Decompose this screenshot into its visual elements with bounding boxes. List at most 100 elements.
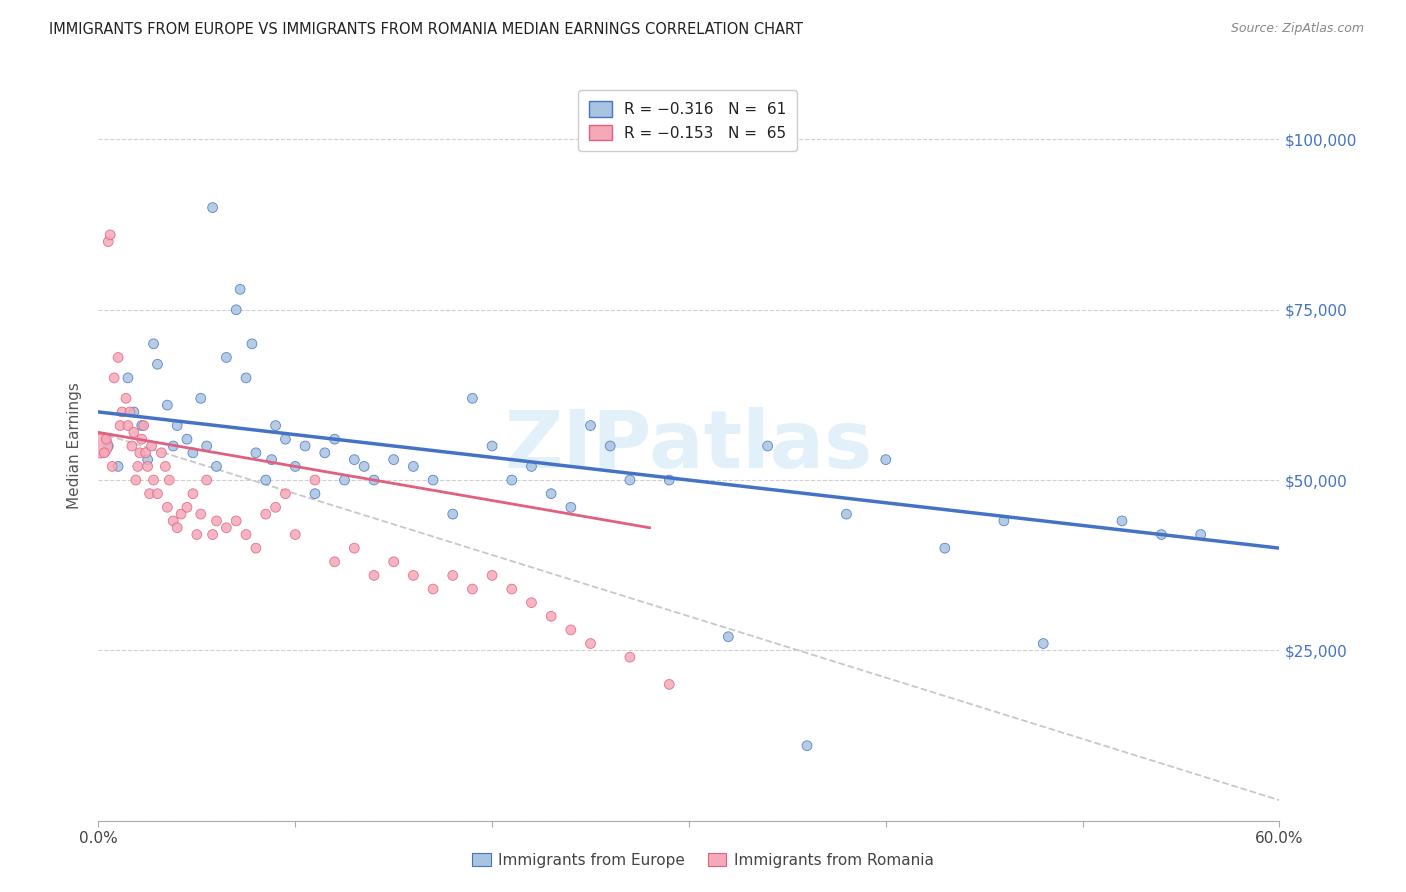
Point (150, 446, 173, 460)
Point (304, 473, 326, 487)
Point (142, 336, 165, 351)
Point (122, 405, 145, 419)
Point (264, 418, 287, 433)
Point (1189, 527, 1212, 541)
Point (402, 459, 425, 474)
Y-axis label: Median Earnings: Median Earnings (67, 383, 83, 509)
Point (235, 371, 257, 385)
Point (128, 446, 150, 460)
Point (89, 439, 111, 453)
Point (619, 650, 641, 665)
Point (176, 432, 198, 446)
Point (402, 568, 425, 582)
Point (343, 452, 366, 467)
Point (229, 282, 252, 296)
Point (195, 473, 218, 487)
Point (422, 582, 444, 596)
Point (201, 201, 224, 215)
Point (215, 351, 238, 365)
Point (274, 432, 297, 446)
Point (96, 432, 118, 446)
Point (245, 446, 267, 460)
Point (146, 486, 169, 500)
Point (111, 405, 134, 419)
Point (353, 459, 375, 474)
Point (520, 459, 543, 474)
Point (155, 459, 177, 474)
Point (201, 527, 224, 541)
Point (107, 459, 129, 474)
Point (284, 527, 307, 541)
Point (205, 514, 228, 528)
Point (501, 473, 523, 487)
Point (141, 439, 163, 453)
Point (934, 541, 956, 556)
Point (176, 500, 198, 515)
Point (136, 452, 159, 467)
Point (579, 418, 602, 433)
Text: ZIPatlas: ZIPatlas (505, 407, 873, 485)
Point (520, 596, 543, 610)
Text: Source: ZipAtlas.com: Source: ZipAtlas.com (1230, 22, 1364, 36)
Point (343, 541, 366, 556)
Point (118, 405, 141, 419)
Point (146, 357, 169, 371)
Point (333, 473, 356, 487)
Point (117, 371, 139, 385)
Point (323, 555, 346, 569)
Point (135, 446, 157, 460)
Point (157, 473, 180, 487)
Point (461, 392, 484, 406)
Point (560, 500, 582, 515)
Point (195, 439, 218, 453)
Point (103, 371, 125, 385)
Point (225, 514, 247, 528)
Point (363, 473, 385, 487)
Point (162, 439, 184, 453)
Point (205, 459, 228, 474)
Point (658, 473, 681, 487)
Point (181, 446, 204, 460)
Point (190, 392, 212, 406)
Point (481, 568, 503, 582)
Point (579, 636, 602, 650)
Point (1111, 514, 1133, 528)
Point (304, 486, 326, 500)
Point (254, 507, 277, 521)
Point (560, 623, 582, 637)
Point (156, 398, 179, 412)
Point (166, 418, 188, 433)
Point (254, 473, 277, 487)
Point (101, 459, 124, 474)
Point (127, 459, 149, 474)
Point (599, 439, 621, 453)
Point (98, 227, 121, 242)
Point (481, 439, 503, 453)
Point (382, 452, 405, 467)
Point (540, 609, 562, 624)
Point (108, 418, 131, 433)
Point (142, 473, 165, 487)
Point (382, 555, 405, 569)
Point (181, 486, 204, 500)
Point (619, 473, 641, 487)
Point (166, 521, 188, 535)
Point (170, 507, 193, 521)
Point (122, 425, 145, 440)
Point (284, 459, 307, 474)
Point (274, 486, 297, 500)
Point (363, 568, 385, 582)
Point (121, 439, 143, 453)
Legend: Immigrants from Europe, Immigrants from Romania: Immigrants from Europe, Immigrants from … (464, 845, 942, 875)
Point (125, 473, 148, 487)
Point (235, 527, 257, 541)
Point (422, 473, 444, 487)
Point (264, 500, 287, 515)
Point (107, 351, 129, 365)
Point (501, 582, 523, 596)
Point (314, 446, 336, 460)
Point (835, 507, 858, 521)
Point (138, 486, 160, 500)
Point (323, 432, 346, 446)
Point (115, 392, 138, 406)
